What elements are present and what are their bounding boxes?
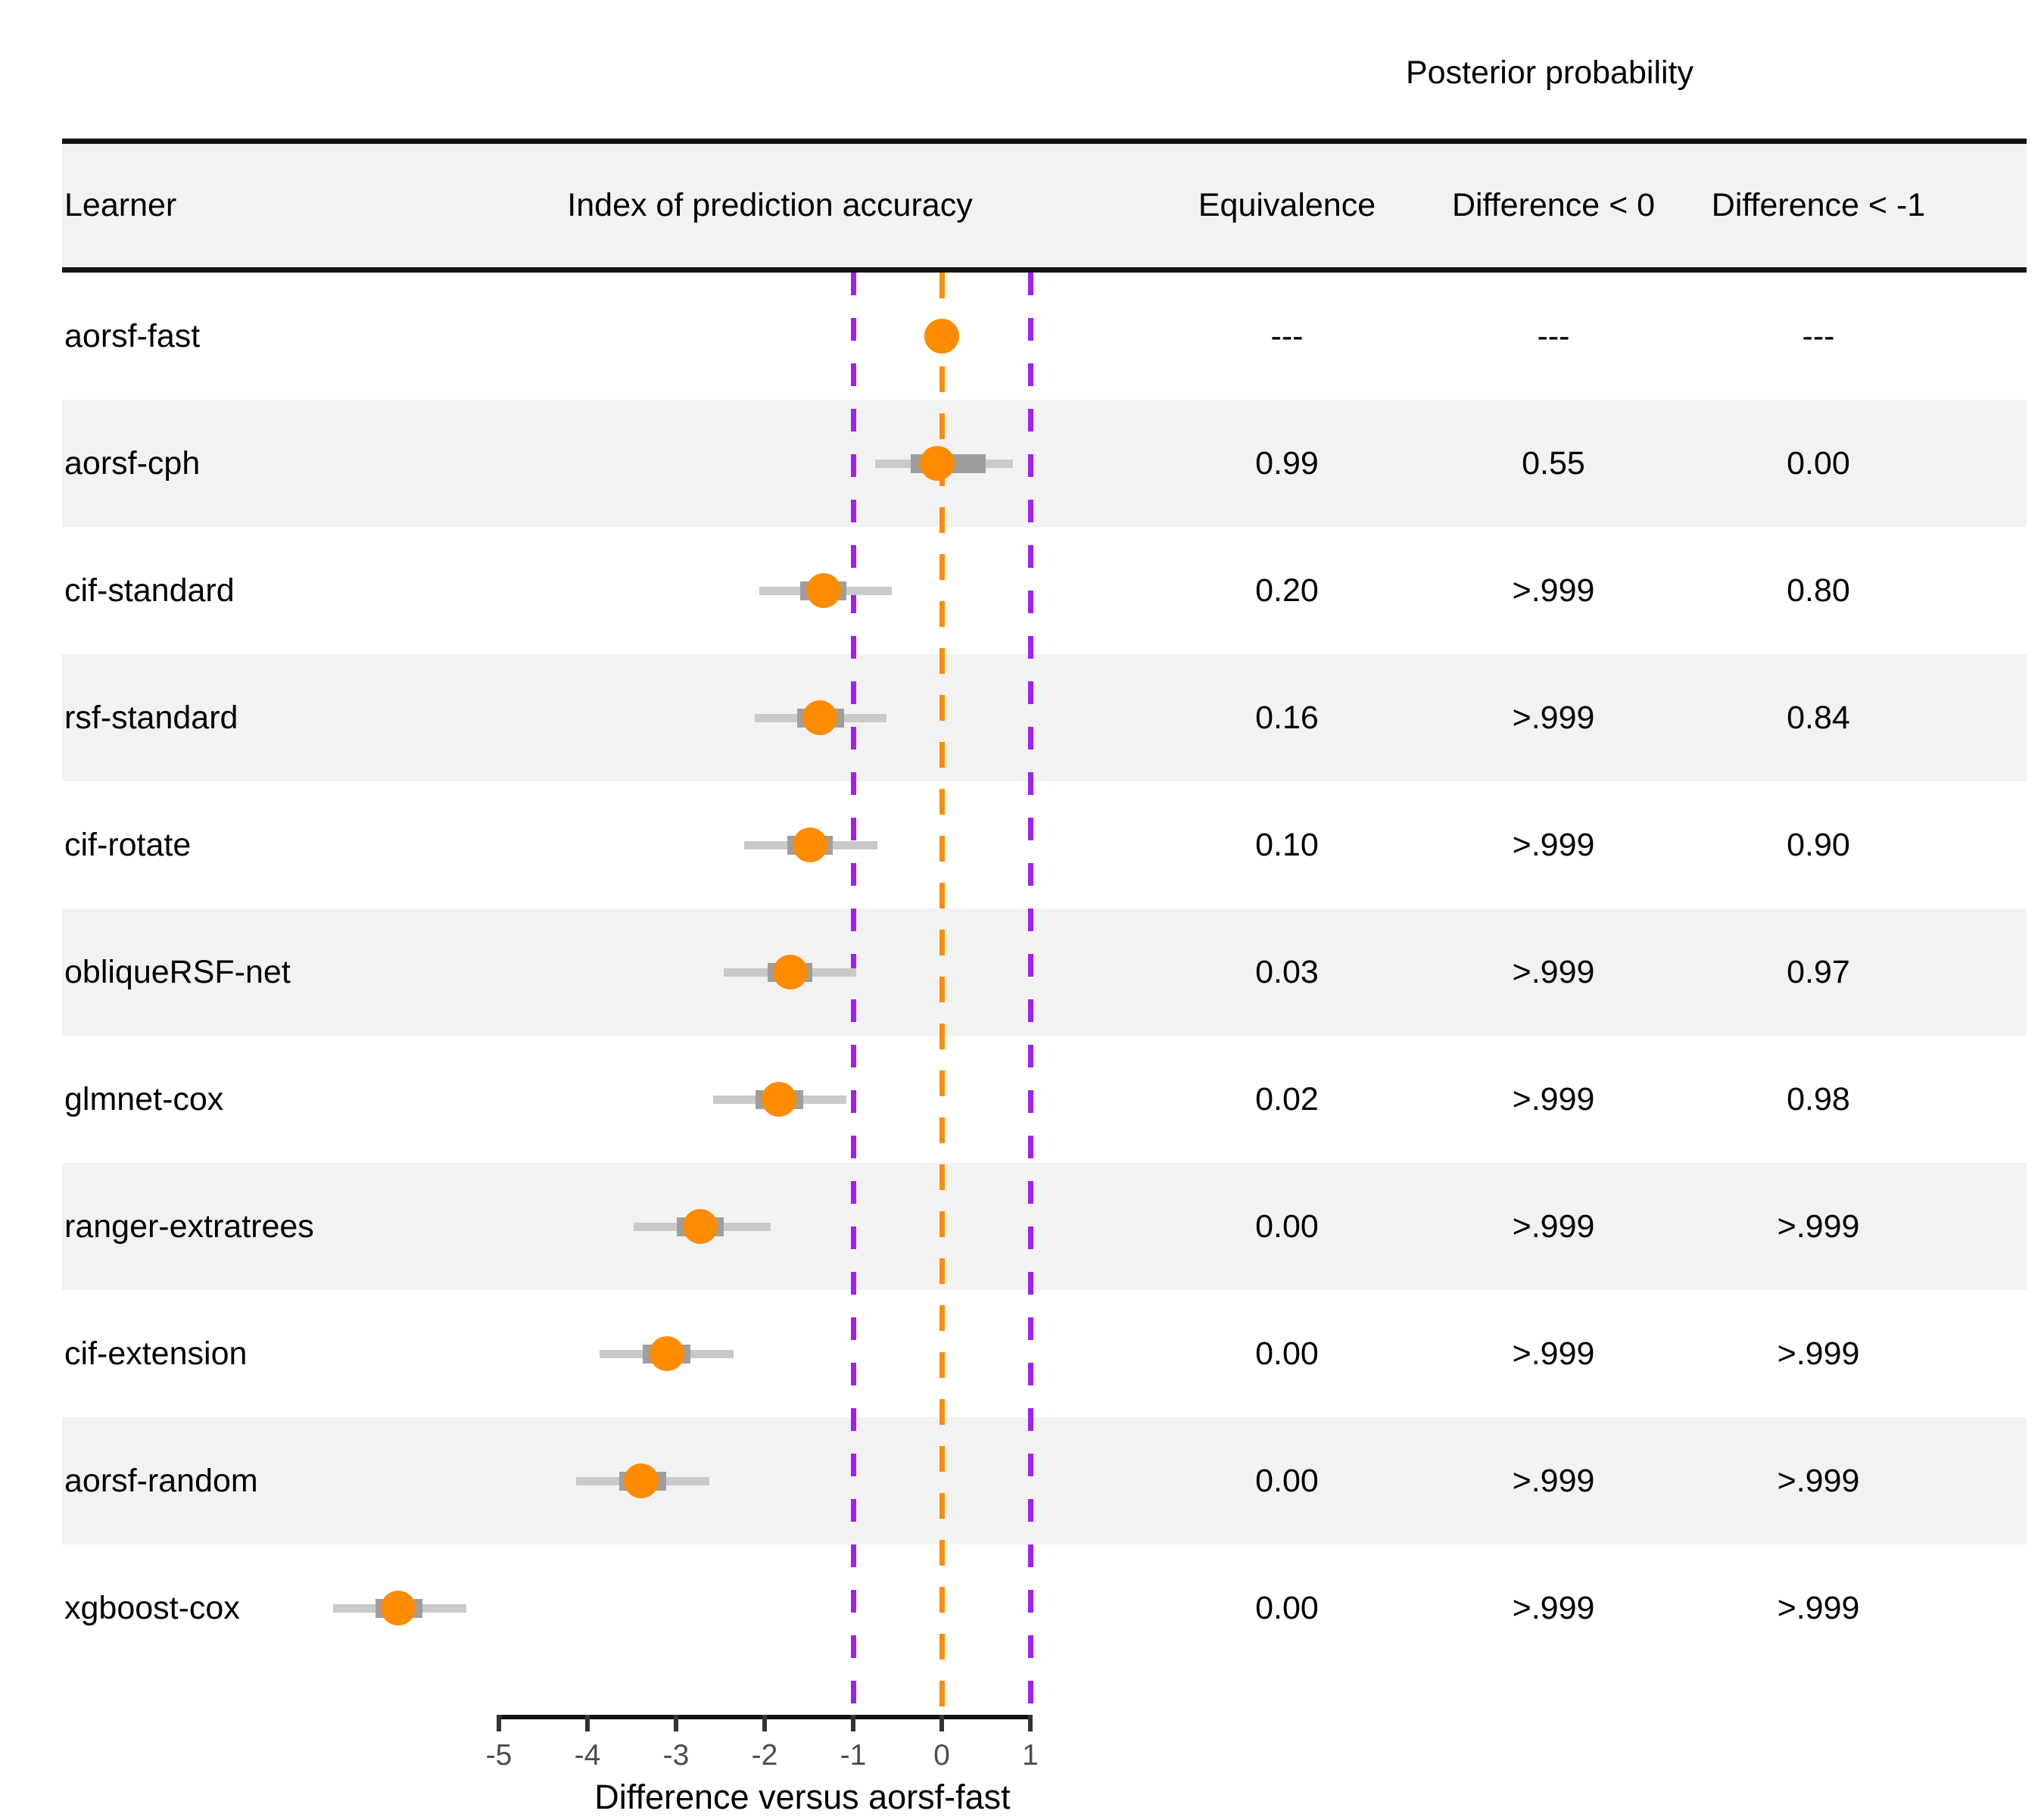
cell-diff-lt-neg1-aorsf-fast: ---: [1802, 317, 1835, 354]
point-estimate-aorsf-fast: [924, 319, 959, 354]
cell-diff-lt-0-xgboost-cox: >.999: [1512, 1589, 1595, 1626]
cell-diff-lt-neg1-ranger-extratrees: >.999: [1777, 1208, 1860, 1245]
x-axis-tick-0: [939, 1715, 944, 1731]
x-axis-tick--2: [762, 1715, 767, 1731]
learner-label-glmnet-cox: glmnet-cox: [64, 1080, 224, 1117]
reference-line-1: [1027, 273, 1033, 1715]
cell-equivalence-xgboost-cox: 0.00: [1255, 1589, 1319, 1626]
x-axis-tick-1: [1028, 1715, 1033, 1731]
x-axis-tick-label--5: -5: [485, 1739, 513, 1772]
learner-label-obliqueRSF-net: obliqueRSF-net: [64, 953, 291, 990]
cell-diff-lt-0-cif-standard: >.999: [1512, 572, 1595, 609]
learner-label-ranger-extratrees: ranger-extratrees: [64, 1208, 314, 1245]
row-band-ranger-extratrees: [62, 1163, 2027, 1290]
cell-diff-lt-0-aorsf-random: >.999: [1512, 1462, 1595, 1499]
column-header-index-of-prediction-accuracy: Index of prediction accuracy: [567, 187, 973, 223]
cell-diff-lt-neg1-obliqueRSF-net: 0.97: [1787, 953, 1850, 990]
point-estimate-ranger-extratrees: [682, 1209, 718, 1244]
cell-equivalence-aorsf-cph: 0.99: [1255, 444, 1319, 482]
learner-label-aorsf-fast: aorsf-fast: [64, 317, 201, 354]
cell-diff-lt-neg1-cif-standard: 0.80: [1787, 572, 1850, 609]
cell-equivalence-rsf-standard: 0.16: [1255, 699, 1319, 736]
cell-diff-lt-0-cif-rotate: >.999: [1512, 826, 1595, 863]
learner-label-xgboost-cox: xgboost-cox: [64, 1589, 240, 1626]
cell-diff-lt-neg1-aorsf-cph: 0.00: [1787, 444, 1850, 482]
learner-label-aorsf-cph: aorsf-cph: [64, 444, 201, 482]
x-axis-tick-label--1: -1: [840, 1739, 867, 1772]
point-estimate-aorsf-cph: [920, 446, 955, 481]
learner-label-cif-extension: cif-extension: [64, 1335, 248, 1372]
cell-diff-lt-0-aorsf-cph: 0.55: [1522, 444, 1585, 482]
point-estimate-aorsf-random: [624, 1463, 659, 1498]
column-header-learner: Learner: [64, 187, 177, 223]
row-band-aorsf-cph: [62, 400, 2027, 527]
column-header-difference-lt-0: Difference < 0: [1451, 187, 1656, 223]
cell-diff-lt-neg1-cif-rotate: 0.90: [1787, 826, 1850, 863]
cell-diff-lt-neg1-cif-extension: >.999: [1777, 1335, 1860, 1372]
row-band-rsf-standard: [62, 654, 2027, 781]
cell-diff-lt-0-cif-extension: >.999: [1512, 1335, 1595, 1372]
chart-title: Posterior probability: [1405, 55, 1693, 91]
cell-equivalence-glmnet-cox: 0.02: [1255, 1080, 1319, 1117]
learner-label-rsf-standard: rsf-standard: [64, 699, 238, 736]
cell-diff-lt-neg1-aorsf-random: >.999: [1777, 1462, 1860, 1499]
reference-line--1: [850, 273, 856, 1715]
x-axis-tick-label-0: 0: [933, 1739, 950, 1772]
x-axis-tick-label--2: -2: [751, 1739, 778, 1772]
x-axis-tick-label--3: -3: [662, 1739, 690, 1772]
cell-equivalence-ranger-extratrees: 0.00: [1255, 1208, 1319, 1245]
point-estimate-rsf-standard: [802, 700, 837, 735]
row-band-aorsf-random: [62, 1417, 2027, 1544]
x-axis-tick--1: [851, 1715, 855, 1731]
point-estimate-obliqueRSF-net: [772, 955, 808, 990]
x-axis-tick-label--4: -4: [574, 1739, 601, 1772]
cell-equivalence-cif-standard: 0.20: [1255, 572, 1319, 609]
cell-equivalence-cif-extension: 0.00: [1255, 1335, 1319, 1372]
learner-label-cif-rotate: cif-rotate: [64, 826, 192, 863]
learner-label-aorsf-random: aorsf-random: [64, 1462, 258, 1499]
cell-diff-lt-0-ranger-extratrees: >.999: [1512, 1208, 1595, 1245]
header-bottom-rule: [62, 267, 2027, 273]
cell-equivalence-aorsf-random: 0.00: [1255, 1462, 1319, 1499]
point-estimate-xgboost-cox: [380, 1591, 416, 1625]
cell-diff-lt-neg1-xgboost-cox: >.999: [1777, 1589, 1860, 1626]
cell-equivalence-obliqueRSF-net: 0.03: [1255, 953, 1319, 990]
column-header-difference-lt-neg1: Difference < -1: [1711, 187, 1926, 223]
reference-line-0: [939, 273, 945, 1715]
x-axis-tick--5: [497, 1715, 501, 1731]
x-axis-tick--4: [585, 1715, 590, 1731]
x-axis-tick-label-1: 1: [1022, 1739, 1039, 1772]
point-estimate-cif-extension: [650, 1336, 685, 1371]
header-band: [62, 144, 2027, 267]
cell-diff-lt-0-obliqueRSF-net: >.999: [1512, 953, 1595, 990]
point-estimate-cif-standard: [806, 573, 842, 608]
cell-diff-lt-0-glmnet-cox: >.999: [1512, 1080, 1595, 1117]
cell-equivalence-cif-rotate: 0.10: [1255, 826, 1319, 863]
point-estimate-glmnet-cox: [761, 1082, 796, 1117]
row-band-obliqueRSF-net: [62, 908, 2027, 1036]
column-header-equivalence: Equivalence: [1198, 187, 1376, 223]
cell-equivalence-aorsf-fast: ---: [1270, 317, 1304, 354]
cell-diff-lt-neg1-glmnet-cox: 0.98: [1787, 1080, 1850, 1117]
x-axis-title: Difference versus aorsf-fast: [594, 1778, 1011, 1816]
point-estimate-cif-rotate: [792, 827, 827, 862]
learner-label-cif-standard: cif-standard: [64, 572, 235, 609]
x-axis-tick--3: [674, 1715, 678, 1731]
cell-diff-lt-0-rsf-standard: >.999: [1512, 699, 1595, 736]
header-top-rule: [62, 139, 2027, 144]
cell-diff-lt-0-aorsf-fast: ---: [1537, 317, 1570, 354]
cell-diff-lt-neg1-rsf-standard: 0.84: [1787, 699, 1850, 736]
